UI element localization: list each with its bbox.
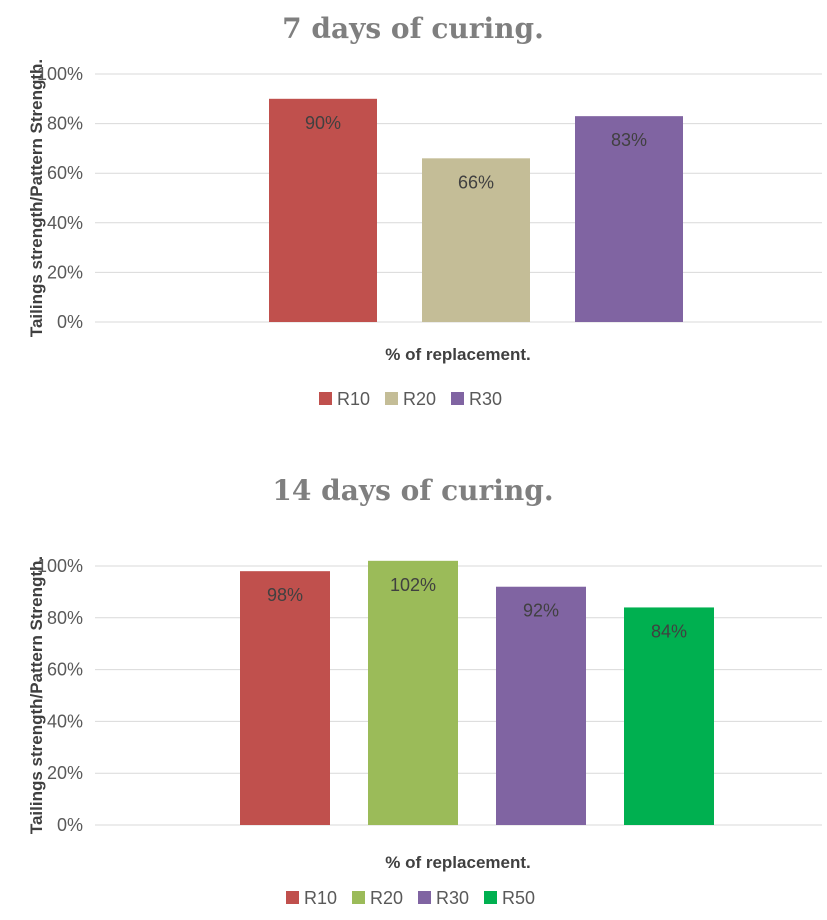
c14-y-tick-label: 100% bbox=[37, 556, 83, 576]
c14-legend-swatch-r50 bbox=[484, 891, 497, 904]
c14-bar-r20 bbox=[368, 560, 458, 825]
c7-legend-swatch-r20 bbox=[385, 392, 398, 405]
c7-chart-title: 7 days of curing. bbox=[282, 12, 544, 45]
c7-legend-label-r20: R20 bbox=[403, 389, 436, 409]
c7-data-label-r20: 66% bbox=[458, 172, 494, 192]
c14-y-tick-label: 60% bbox=[47, 660, 83, 680]
c14-y-tick-label: 40% bbox=[47, 711, 83, 731]
c7-bar-r10 bbox=[269, 98, 377, 322]
c7-legend-swatch-r10 bbox=[319, 392, 332, 405]
c7-y-tick-label: 20% bbox=[47, 262, 83, 282]
c7-legend-swatch-r30 bbox=[451, 392, 464, 405]
c14-x-axis-label: % of replacement. bbox=[385, 853, 531, 872]
c14-legend-label-r30: R30 bbox=[436, 888, 469, 908]
c7-data-label-r30: 83% bbox=[611, 130, 647, 150]
c7-y-tick-label: 60% bbox=[47, 163, 83, 183]
c7-legend-label-r30: R30 bbox=[469, 389, 502, 409]
c7-legend-label-r10: R10 bbox=[337, 389, 370, 409]
c14-data-label-r20: 102% bbox=[390, 575, 436, 595]
c14-legend-swatch-r10 bbox=[286, 891, 299, 904]
c7-y-axis-label: Tailings strength/Pattern Strength. bbox=[27, 59, 46, 337]
c14-y-tick-label: 20% bbox=[47, 763, 83, 783]
c7-legend: R10 R20 R30 bbox=[319, 389, 502, 409]
c7-y-tick-label: 0% bbox=[57, 312, 83, 332]
chart-7-days-svg: 7 days of curing. Tailings strength/Patte… bbox=[27, 12, 822, 409]
c14-legend-label-r50: R50 bbox=[502, 888, 535, 908]
c14-data-label-r30: 92% bbox=[523, 601, 559, 621]
c14-legend-label-r20: R20 bbox=[370, 888, 403, 908]
c14-y-tick-label: 80% bbox=[47, 608, 83, 628]
c14-legend-swatch-r30 bbox=[418, 891, 431, 904]
c14-data-label-r50: 84% bbox=[651, 621, 687, 641]
c7-y-tick-label: 100% bbox=[37, 64, 83, 84]
c7-bar-r30 bbox=[575, 116, 683, 322]
chart-7-days: 7 days of curing. Tailings strength/Patte… bbox=[0, 0, 827, 430]
c14-legend-swatch-r20 bbox=[352, 891, 365, 904]
c7-data-label-r10: 90% bbox=[305, 113, 341, 133]
c14-legend: R10 R20 R30 R50 bbox=[286, 888, 535, 908]
c14-bar-r10 bbox=[240, 571, 330, 825]
c7-bar-r20 bbox=[422, 158, 530, 322]
c14-y-axis-label: Tailings strength/Pattern Strength. bbox=[27, 556, 46, 834]
c7-y-tick-label: 40% bbox=[47, 213, 83, 233]
c7-x-axis-label: % of replacement. bbox=[385, 345, 531, 364]
c14-bar-r30 bbox=[496, 586, 586, 825]
c14-bar-r50 bbox=[624, 607, 714, 825]
chart-14-days-svg: 14 days of curing. Tailings strength/Patt… bbox=[27, 474, 822, 908]
c14-y-tick-label: 0% bbox=[57, 815, 83, 835]
c14-chart-title: 14 days of curing. bbox=[272, 474, 553, 507]
c14-data-label-r10: 98% bbox=[267, 585, 303, 605]
c7-y-tick-label: 80% bbox=[47, 114, 83, 134]
c14-legend-label-r10: R10 bbox=[304, 888, 337, 908]
chart-14-days: 14 days of curing. Tailings strength/Patt… bbox=[0, 460, 827, 920]
